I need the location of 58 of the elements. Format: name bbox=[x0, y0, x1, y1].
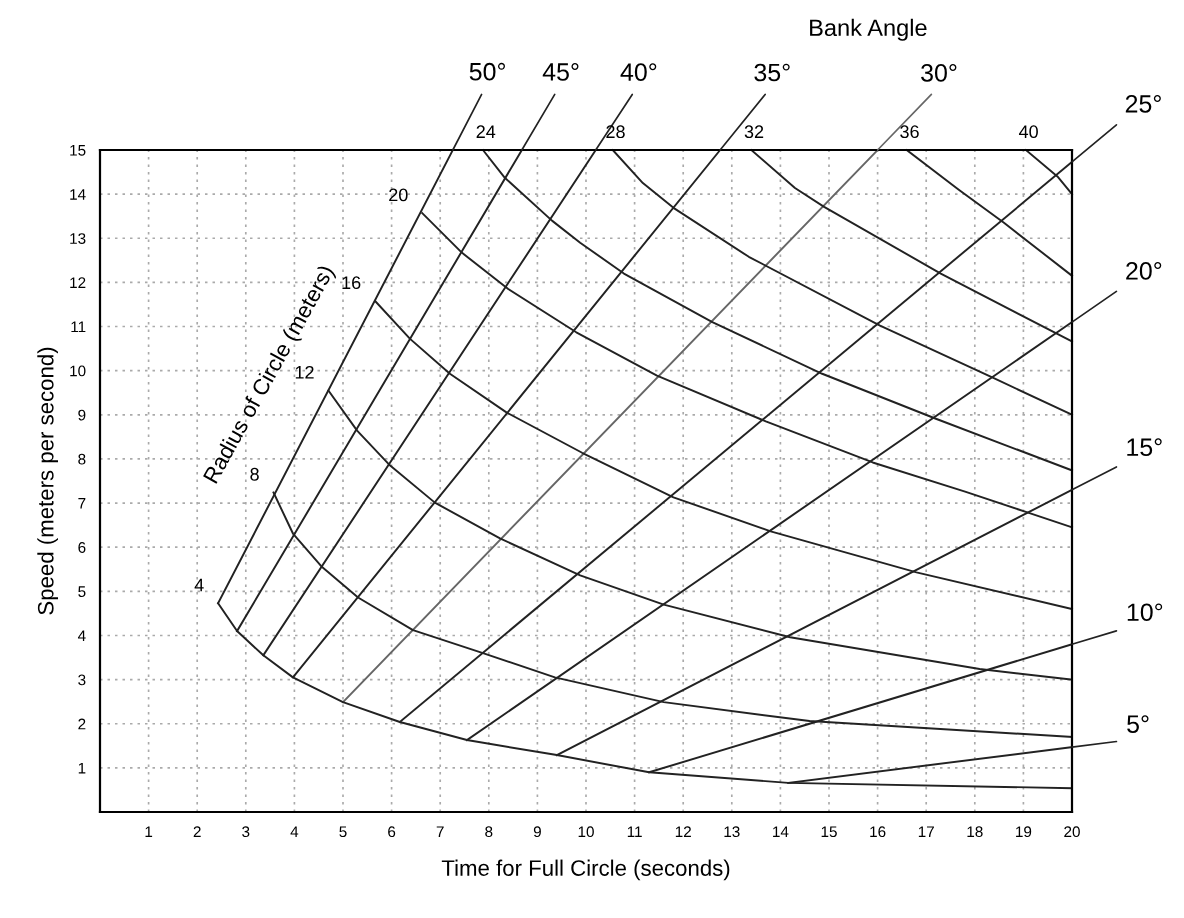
series-label: 16 bbox=[342, 276, 361, 290]
y-tick-label: 7 bbox=[78, 498, 86, 509]
series-label: 36 bbox=[900, 125, 919, 139]
text: 25° bbox=[1125, 95, 1161, 113]
chart-title: Bank Angle bbox=[810, 18, 927, 41]
text: 45° bbox=[542, 63, 579, 81]
x-tick-label: 15 bbox=[821, 826, 837, 838]
x-axis-title: Time for Full Circle (seconds) bbox=[441, 859, 730, 881]
y-tick-label: 15 bbox=[70, 145, 86, 156]
x-tick-label: 14 bbox=[773, 826, 789, 837]
x-tick-label: 3 bbox=[242, 826, 250, 838]
y-axis-title: Speed (meters per second) bbox=[37, 347, 59, 615]
x-tick-label: 19 bbox=[1016, 826, 1032, 838]
y-tick-label: 8 bbox=[78, 453, 86, 465]
y-tick-label: 1 bbox=[78, 762, 86, 774]
text: 5° bbox=[1127, 715, 1149, 733]
y-tick-label: 2 bbox=[78, 718, 86, 730]
y-tick-label: 5 bbox=[78, 586, 86, 598]
text: 15° bbox=[1127, 438, 1162, 457]
text: 50° bbox=[469, 62, 505, 81]
x-tick-label: 4 bbox=[290, 826, 299, 837]
text: 20° bbox=[1126, 262, 1162, 280]
series-label: 12 bbox=[295, 365, 314, 379]
series-label: 8 bbox=[250, 467, 259, 481]
x-tick-label: 13 bbox=[724, 826, 740, 838]
x-tick-label: 5 bbox=[339, 826, 347, 838]
x-tick-label: 2 bbox=[193, 826, 201, 837]
text: 35° bbox=[754, 63, 790, 82]
text: 40° bbox=[620, 63, 657, 81]
series-label: 28 bbox=[606, 125, 625, 139]
y-tick-label: 4 bbox=[77, 630, 86, 641]
x-tick-label: 1 bbox=[145, 826, 153, 837]
y-tick-label: 12 bbox=[70, 277, 86, 288]
y-tick-label: 11 bbox=[71, 321, 86, 333]
y-tick-label: 6 bbox=[78, 542, 86, 553]
x-tick-label: 9 bbox=[533, 826, 541, 838]
x-tick-label: 18 bbox=[967, 826, 983, 838]
x-tick-label: 16 bbox=[870, 826, 886, 838]
x-tick-label: 20 bbox=[1064, 826, 1080, 838]
series-label: 40 bbox=[1018, 125, 1038, 139]
y-tick-label: 3 bbox=[78, 674, 86, 686]
x-tick-label: 8 bbox=[485, 826, 493, 838]
series-label: 32 bbox=[744, 125, 764, 139]
x-tick-label: 10 bbox=[578, 826, 594, 838]
series-label: 4 bbox=[194, 578, 204, 592]
series-label: 20 bbox=[389, 188, 408, 202]
text: 30° bbox=[921, 64, 957, 82]
x-tick-label: 6 bbox=[388, 826, 396, 838]
y-tick-label: 9 bbox=[78, 409, 86, 421]
y-tick-label: 14 bbox=[70, 189, 86, 200]
series-label: 24 bbox=[476, 125, 496, 138]
x-tick-label: 7 bbox=[436, 826, 444, 837]
y-tick-label: 13 bbox=[70, 233, 86, 244]
y-tick-label: 10 bbox=[70, 365, 86, 377]
x-tick-label: 17 bbox=[918, 826, 934, 837]
text: 10° bbox=[1127, 603, 1163, 622]
x-tick-label: 11 bbox=[627, 826, 642, 837]
x-tick-label: 12 bbox=[675, 826, 691, 837]
